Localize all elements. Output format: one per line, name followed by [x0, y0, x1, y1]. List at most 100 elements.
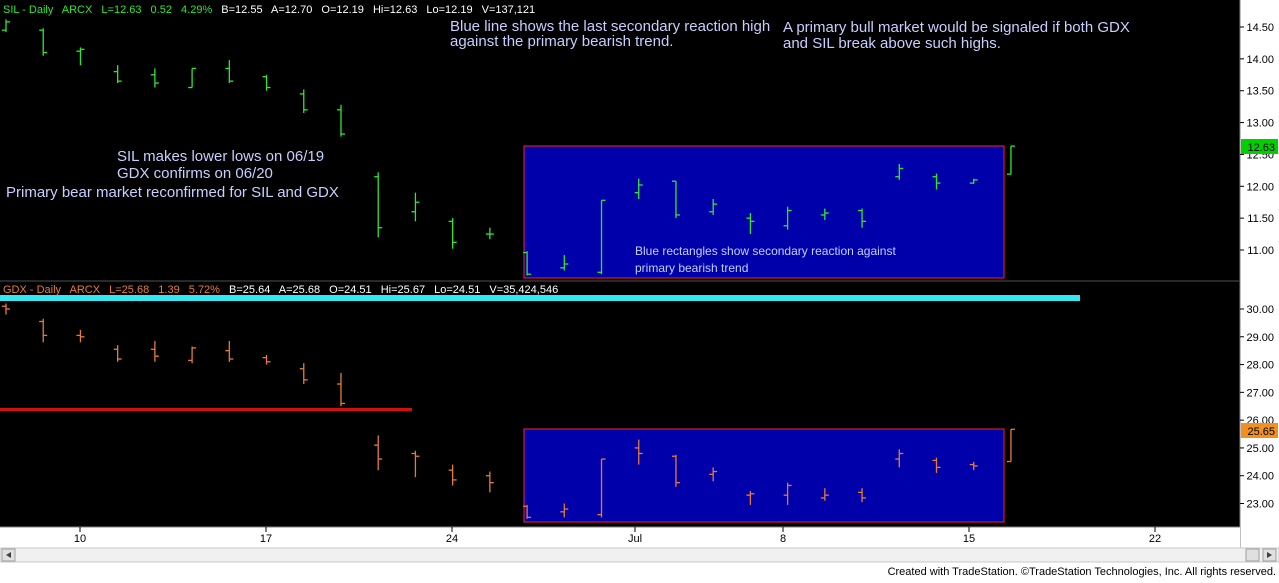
- sil-bar: [746, 213, 755, 235]
- sil-bar: [448, 218, 457, 249]
- sil-ohlc-series: [2, 19, 1015, 276]
- gdx-bar: [597, 458, 606, 518]
- time-tick-label: 24: [446, 533, 458, 545]
- gdx-secondary-reaction-rect: [523, 428, 1005, 523]
- sil-bar: [634, 178, 643, 200]
- sil-secondary-reaction-rect: [523, 145, 1005, 279]
- scroll-left-icon: [6, 552, 11, 558]
- annotation-bear-reconfirmed: Primary bear market reconfirmed for SIL …: [6, 184, 339, 201]
- sil-price-tick-label: 11.00: [1247, 245, 1274, 257]
- sil-bar: [932, 173, 941, 190]
- gdx-bar: [188, 346, 197, 364]
- gdx-bar: [411, 450, 420, 478]
- annotation-rect-note-1: Blue rectangles show secondary reaction …: [635, 244, 896, 258]
- gdx-open: O=24.51: [329, 284, 372, 296]
- sil-bar: [299, 89, 308, 114]
- sil-volume: V=137,121: [482, 4, 536, 16]
- gdx-bar: [746, 490, 755, 505]
- gdx-bar: [858, 488, 867, 503]
- gdx-bar: [448, 464, 457, 486]
- annotation-sil-lower-lows: SIL makes lower lows on 06/19: [117, 148, 324, 165]
- time-tick-label: 22: [1149, 533, 1161, 545]
- sil-bar: [783, 206, 792, 230]
- time-tick-label: 8: [780, 533, 786, 545]
- gdx-symbol: GDX - Daily: [3, 284, 62, 296]
- gdx-bar: [932, 457, 941, 473]
- sil-bar: [1006, 145, 1015, 175]
- gdx-low: Lo=24.51: [434, 284, 480, 296]
- gdx-bar: [671, 454, 680, 487]
- sil-price-tick-label: 11.50: [1247, 213, 1274, 225]
- sil-bar: [485, 227, 494, 240]
- gdx-bar: [709, 467, 718, 482]
- gdx-bar: [1006, 428, 1015, 463]
- gdx-bar: [485, 471, 494, 493]
- sil-bar: [969, 178, 978, 184]
- sil-price-tick-label: 14.00: [1246, 54, 1274, 66]
- annotation-blue-line-1: Blue line shows the last secondary react…: [450, 18, 770, 35]
- sil-change: 0.52: [151, 4, 172, 16]
- sil-bar: [597, 199, 606, 275]
- gdx-bar: [262, 354, 271, 365]
- sil-bar: [671, 180, 680, 219]
- price-axis: [1240, 0, 1279, 548]
- sil-bar: [2, 19, 10, 33]
- gdx-price-tag-label: 25.65: [1247, 426, 1275, 438]
- gdx-bar: [336, 372, 345, 407]
- gdx-exchange: ARCX: [70, 284, 101, 296]
- footer-copyright: Created with TradeStation. ©TradeStation…: [888, 566, 1276, 578]
- gdx-bar: [225, 340, 234, 362]
- gdx-price-tick-label: 28.00: [1246, 360, 1274, 372]
- gdx-bar: [969, 461, 978, 471]
- gdx-bar: [895, 449, 904, 468]
- sil-bar: [113, 65, 122, 84]
- sil-price-tag-label: 12.63: [1247, 142, 1275, 154]
- annotation-bull-signal-2: and SIL break above such highs.: [783, 35, 1001, 52]
- annotation-blue-line-2: against the primary bearish trend.: [450, 33, 673, 50]
- sil-price-tick-label: 13.50: [1246, 86, 1274, 98]
- gdx-price-tick-label: 24.00: [1246, 471, 1274, 483]
- sil-bar: [150, 68, 159, 88]
- time-ticks: 10 17 24 Jul 8 15 22: [74, 527, 1161, 545]
- sil-price-tag: [1241, 139, 1278, 154]
- sil-bar: [820, 208, 829, 221]
- time-tick-label: 17: [260, 533, 272, 545]
- sil-bid: B=12.55: [221, 4, 262, 16]
- sil-price-tick-label: 12.00: [1246, 181, 1274, 193]
- sil-symbol: SIL - Daily: [3, 4, 54, 16]
- gdx-last: L=25.68: [109, 284, 149, 296]
- gdx-bar: [634, 439, 643, 465]
- gdx-bar: [374, 435, 383, 471]
- gdx-bar: [523, 504, 532, 519]
- gdx-bar: [820, 488, 829, 501]
- gdx-ohlc-series: [2, 303, 1015, 519]
- secondary-reaction-high-line: [0, 295, 1080, 301]
- sil-price-tick-label: 14.50: [1246, 22, 1274, 34]
- sil-bar: [895, 163, 904, 180]
- sil-bar: [858, 208, 867, 228]
- sil-bar: [39, 28, 48, 56]
- gdx-price-tick-label: 25.00: [1246, 443, 1274, 455]
- gdx-bar: [783, 482, 792, 505]
- gdx-bar: [2, 303, 10, 315]
- sil-bar: [188, 67, 197, 89]
- gdx-price-tick-label: 30.00: [1246, 304, 1274, 316]
- gdx-bar: [39, 318, 48, 343]
- gdx-price-tick-label: 29.00: [1246, 332, 1274, 344]
- sil-header: SIL - Daily ARCX L=12.63 0.52 4.29% B=12…: [3, 4, 535, 16]
- sil-bar: [225, 60, 234, 84]
- gdx-volume: V=35,424,546: [489, 284, 558, 296]
- sil-low: Lo=12.19: [426, 4, 472, 16]
- scroll-thumb[interactable]: [1245, 548, 1260, 562]
- annotation-gdx-confirms: GDX confirms on 06/20: [117, 165, 273, 182]
- gdx-bar: [150, 340, 159, 362]
- horizontal-scrollbar[interactable]: [0, 547, 1279, 563]
- sil-exchange: ARCX: [62, 4, 93, 16]
- sil-pct: 4.29%: [181, 4, 212, 16]
- sil-bar: [336, 104, 345, 137]
- annotation-rect-note-2: primary bearish trend: [635, 261, 748, 275]
- sil-ask: A=12.70: [271, 4, 312, 16]
